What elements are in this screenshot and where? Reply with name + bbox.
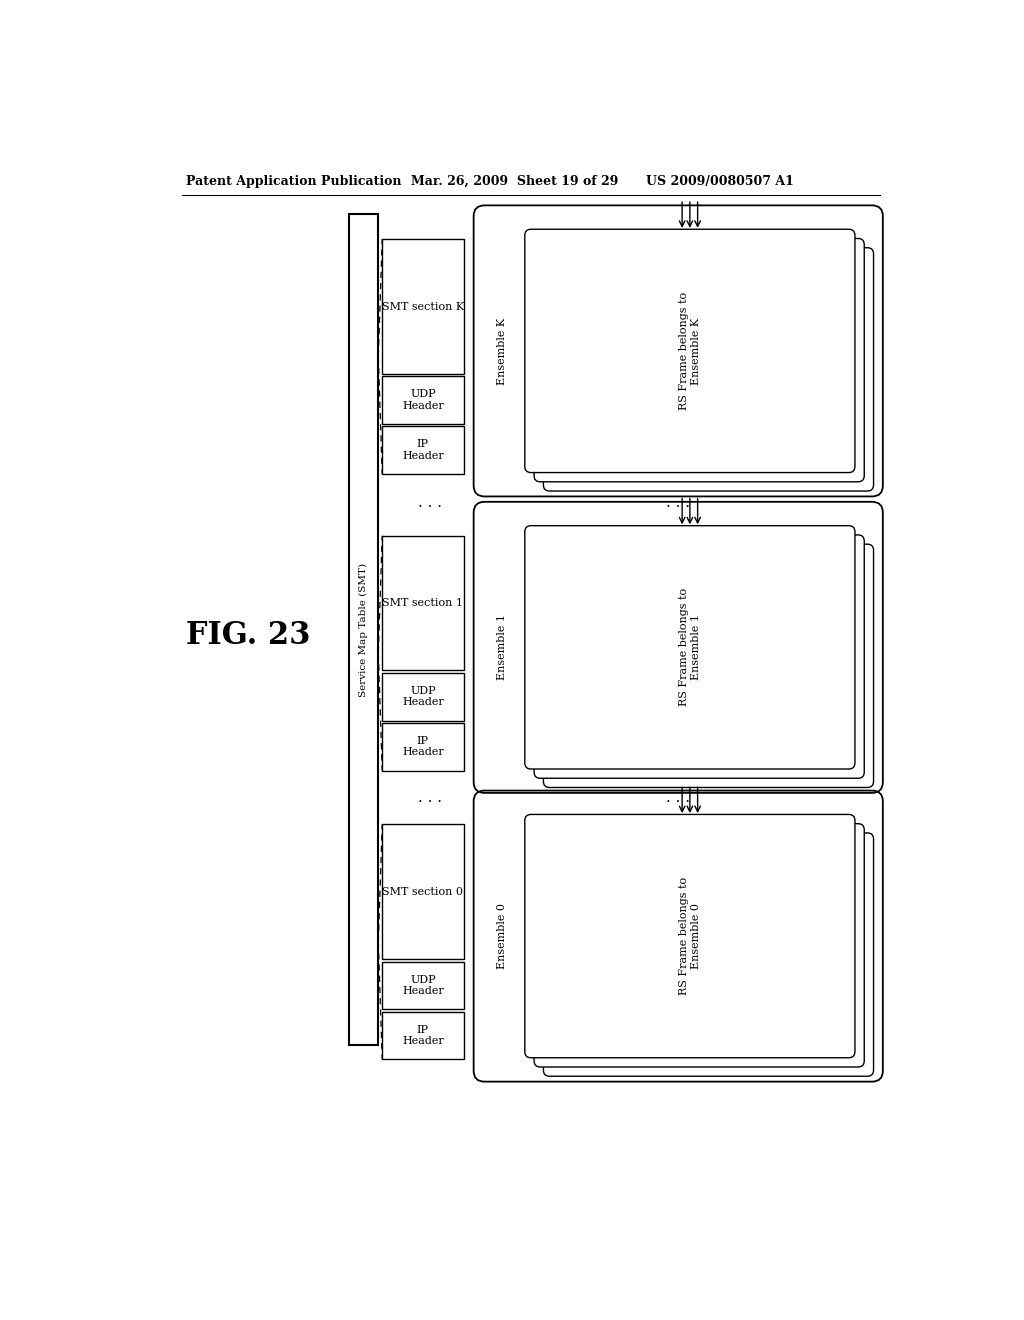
- FancyBboxPatch shape: [535, 824, 864, 1067]
- Text: . . .: . . .: [418, 496, 442, 511]
- Text: . . .: . . .: [418, 791, 442, 804]
- FancyBboxPatch shape: [535, 535, 864, 779]
- Bar: [382, 673, 464, 721]
- Bar: [382, 723, 464, 771]
- FancyBboxPatch shape: [535, 239, 864, 482]
- Text: US 2009/0080507 A1: US 2009/0080507 A1: [646, 176, 794, 187]
- Text: . . .: . . .: [667, 791, 690, 804]
- Text: RS Frame belongs to
Ensemble K: RS Frame belongs to Ensemble K: [679, 292, 700, 411]
- Bar: [382, 376, 464, 424]
- Bar: [382, 426, 464, 474]
- FancyBboxPatch shape: [524, 230, 855, 473]
- Text: Ensemble K: Ensemble K: [497, 317, 507, 384]
- Bar: [382, 1011, 464, 1059]
- Text: Mar. 26, 2009  Sheet 19 of 29: Mar. 26, 2009 Sheet 19 of 29: [411, 176, 618, 187]
- Text: UDP
Header: UDP Header: [402, 389, 443, 411]
- Text: FIG. 23: FIG. 23: [186, 620, 310, 651]
- Text: UDP
Header: UDP Header: [402, 686, 443, 708]
- Text: IP
Header: IP Header: [402, 735, 443, 758]
- Text: Patent Application Publication: Patent Application Publication: [186, 176, 401, 187]
- Bar: [382, 825, 464, 960]
- Text: SMT section 1: SMT section 1: [382, 598, 464, 609]
- Text: Service Map Table (SMT): Service Map Table (SMT): [359, 562, 369, 697]
- Text: IP
Header: IP Header: [402, 440, 443, 461]
- Text: Ensemble 0: Ensemble 0: [497, 903, 507, 969]
- FancyBboxPatch shape: [524, 814, 855, 1057]
- Bar: [382, 961, 464, 1010]
- Text: UDP
Header: UDP Header: [402, 974, 443, 997]
- FancyBboxPatch shape: [544, 248, 873, 491]
- Text: RS Frame belongs to
Ensemble 0: RS Frame belongs to Ensemble 0: [679, 876, 700, 995]
- Text: SMT section 0: SMT section 0: [382, 887, 464, 896]
- FancyBboxPatch shape: [544, 833, 873, 1076]
- Bar: [382, 536, 464, 671]
- FancyBboxPatch shape: [524, 525, 855, 770]
- Text: SMT section K: SMT section K: [382, 302, 464, 312]
- Text: RS Frame belongs to
Ensemble 1: RS Frame belongs to Ensemble 1: [679, 589, 700, 706]
- Text: Ensemble 1: Ensemble 1: [497, 614, 507, 680]
- Bar: [382, 239, 464, 374]
- FancyBboxPatch shape: [544, 544, 873, 788]
- Bar: [349, 214, 378, 1045]
- Text: IP
Header: IP Header: [402, 1024, 443, 1047]
- Text: . . .: . . .: [667, 496, 690, 511]
